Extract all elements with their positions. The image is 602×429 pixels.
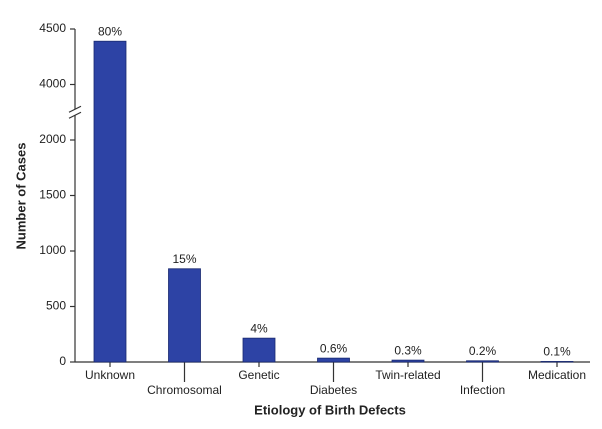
axis-break [68, 105, 82, 113]
x-tick-label: Chromosomal [147, 383, 222, 397]
bar [242, 337, 276, 363]
y-tick-label: 1500 [39, 188, 66, 202]
x-tick-label: Infection [460, 383, 505, 397]
y-tick-label: 1000 [39, 243, 66, 257]
bar-label: 0.3% [394, 343, 422, 357]
bar-label: 80% [98, 24, 122, 38]
y-axis-title: Number of Cases [13, 143, 28, 250]
y-tick-label: 4000 [39, 77, 66, 91]
bar [540, 361, 574, 363]
x-tick-label: Unknown [85, 368, 135, 382]
bar [93, 40, 127, 363]
axis-break [68, 111, 82, 119]
bar-label: 15% [172, 252, 196, 266]
y-tick-label: 2000 [39, 132, 66, 146]
x-tick-label: Diabetes [310, 383, 357, 397]
bar-label: 0.2% [469, 344, 497, 358]
y-tick-label: 0 [59, 354, 66, 368]
bar [466, 360, 499, 363]
x-tick-label: Genetic [238, 368, 279, 382]
bar-label: 0.6% [320, 341, 348, 355]
bar-label: 0.1% [543, 345, 571, 359]
bar [317, 357, 350, 363]
bar [391, 359, 425, 363]
x-tick-label: Twin-related [375, 368, 440, 382]
x-axis-title: Etiology of Birth Defects [254, 402, 406, 417]
bar [168, 268, 201, 363]
y-tick-label: 500 [46, 299, 66, 313]
bar-label: 4% [250, 321, 268, 335]
x-tick-label: Medication [528, 368, 586, 382]
y-tick-label: 4500 [39, 21, 66, 35]
